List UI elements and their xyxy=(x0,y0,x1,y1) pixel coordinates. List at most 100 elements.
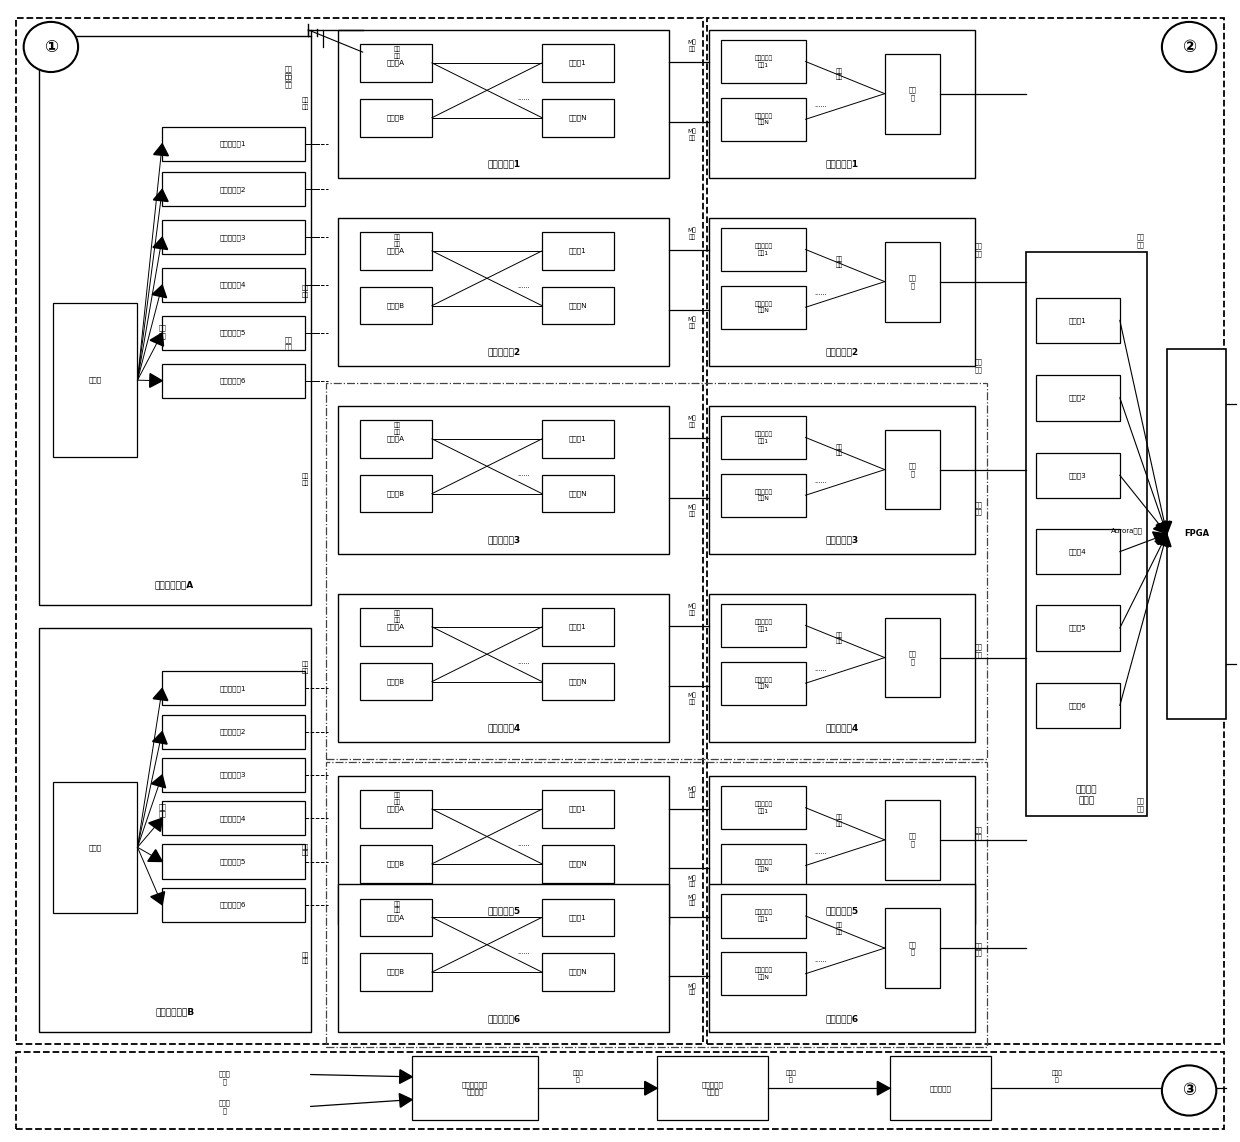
Text: ......: ...... xyxy=(517,471,529,477)
Text: 背板
连接: 背板 连接 xyxy=(394,793,401,805)
Bar xyxy=(885,908,940,988)
Bar xyxy=(885,801,940,879)
Text: 桥臂控制板5: 桥臂控制板5 xyxy=(221,858,247,864)
Text: 桥臂控制板3: 桥臂控制板3 xyxy=(221,772,247,778)
Text: 汇集
板: 汇集 板 xyxy=(909,274,916,289)
Text: M根
光纤: M根 光纤 xyxy=(687,416,696,428)
Text: 桥臂控制板6: 桥臂控制板6 xyxy=(221,901,247,908)
Text: 切换板A: 切换板A xyxy=(387,914,405,920)
Text: ......: ...... xyxy=(517,95,529,100)
Polygon shape xyxy=(153,238,167,250)
Bar xyxy=(339,594,670,742)
Text: 电缆连
接: 电缆连 接 xyxy=(573,1071,583,1083)
Text: ......: ...... xyxy=(813,290,827,297)
Text: ......: ...... xyxy=(813,478,827,484)
Polygon shape xyxy=(154,144,169,155)
Text: 现场
协议: 现场 协议 xyxy=(303,844,309,856)
Text: 光纤
连接: 光纤 连接 xyxy=(284,336,293,351)
Text: 脉冲板N: 脉冲板N xyxy=(569,968,588,975)
Text: ......: ...... xyxy=(813,666,827,673)
Text: ......: ...... xyxy=(517,283,529,289)
Polygon shape xyxy=(150,333,164,346)
Text: 功率模块模
拟板N: 功率模块模 拟板N xyxy=(754,860,773,871)
Text: Aurora协议: Aurora协议 xyxy=(1111,528,1143,534)
Bar xyxy=(709,594,975,742)
Text: M根
光纤: M根 光纤 xyxy=(687,693,696,705)
Text: 功率模块模
拟板1: 功率模块模 拟板1 xyxy=(754,802,773,814)
Polygon shape xyxy=(151,775,166,788)
Bar xyxy=(885,54,940,134)
Text: 光纤
连接: 光纤 连接 xyxy=(975,501,982,515)
Bar xyxy=(339,218,670,365)
Text: 调控主控制屏B: 调控主控制屏B xyxy=(155,1007,195,1016)
Bar xyxy=(162,802,305,835)
Bar xyxy=(542,475,614,513)
Bar xyxy=(53,304,138,457)
Text: ②: ② xyxy=(1182,38,1197,56)
Bar xyxy=(542,790,614,828)
Text: 背板
连接: 背板 连接 xyxy=(836,444,842,457)
Text: ......: ...... xyxy=(517,659,529,665)
Text: 实时仿真接
口板卡: 实时仿真接 口板卡 xyxy=(702,1081,724,1095)
Polygon shape xyxy=(151,892,165,904)
Text: 功率模块模
拟板N: 功率模块模 拟板N xyxy=(754,677,773,690)
Polygon shape xyxy=(1153,521,1167,534)
Text: 光纤
连接: 光纤 连接 xyxy=(1137,797,1145,812)
Bar xyxy=(360,45,432,82)
Text: 接口板6: 接口板6 xyxy=(1069,702,1086,709)
Text: 光纤
连接: 光纤 连接 xyxy=(1137,233,1145,248)
Text: 脉冲分配屏6: 脉冲分配屏6 xyxy=(487,1014,521,1023)
Text: 切换板A: 切换板A xyxy=(387,806,405,812)
Bar xyxy=(542,99,614,137)
Text: 切换板A: 切换板A xyxy=(387,59,405,66)
Polygon shape xyxy=(1153,532,1167,545)
Text: 接口板4: 接口板4 xyxy=(1069,548,1086,555)
Bar xyxy=(16,18,703,1044)
Bar xyxy=(412,1056,538,1120)
Bar xyxy=(885,429,940,509)
Text: 光纤连
接: 光纤连 接 xyxy=(218,1100,229,1113)
Text: 背板
连接: 背板 连接 xyxy=(394,47,401,58)
Bar xyxy=(360,420,432,458)
Text: 切换板B: 切换板B xyxy=(387,861,405,867)
Text: 功率模块模
拟板1: 功率模块模 拟板1 xyxy=(754,243,773,256)
Text: ......: ...... xyxy=(517,949,529,956)
Text: 背板
连接: 背板 连接 xyxy=(394,611,401,622)
Bar xyxy=(360,232,432,270)
Text: 桥臂控制板6: 桥臂控制板6 xyxy=(221,378,247,384)
Text: 背板
连接: 背板 连接 xyxy=(159,324,166,339)
Circle shape xyxy=(1162,1065,1216,1116)
Bar xyxy=(1035,452,1120,498)
Bar xyxy=(360,899,432,936)
Text: 背板
连接: 背板 连接 xyxy=(836,814,842,827)
Text: 桥臂控制板1: 桥臂控制板1 xyxy=(221,685,247,692)
Bar xyxy=(657,1056,769,1120)
Text: 调控主控制屏A: 调控主控制屏A xyxy=(155,580,195,589)
Text: 切换板A: 切换板A xyxy=(387,624,405,630)
Text: 光纤
连接: 光纤 连接 xyxy=(284,74,293,88)
Bar xyxy=(339,777,670,924)
Bar xyxy=(360,954,432,991)
Text: 脉冲板1: 脉冲板1 xyxy=(569,624,587,630)
Text: 脉冲接口屏6: 脉冲接口屏6 xyxy=(826,1014,858,1023)
Text: 脉冲分配屏1: 脉冲分配屏1 xyxy=(487,160,521,169)
Text: 现场
协议: 现场 协议 xyxy=(303,286,309,298)
Bar xyxy=(709,30,975,178)
Text: 切换板B: 切换板B xyxy=(387,114,405,121)
Bar xyxy=(722,474,806,517)
Bar xyxy=(709,777,975,924)
Bar xyxy=(707,18,1224,1044)
Bar xyxy=(542,954,614,991)
Text: 汇集
板: 汇集 板 xyxy=(909,651,916,665)
Text: 主控板: 主控板 xyxy=(89,844,102,851)
Text: 光纤
连接: 光纤 连接 xyxy=(975,942,982,956)
Text: 背板
连接: 背板 连接 xyxy=(394,901,401,914)
Bar xyxy=(162,268,305,303)
Bar xyxy=(360,845,432,883)
Bar xyxy=(1025,252,1147,815)
Text: 脉冲板N: 脉冲板N xyxy=(569,490,588,497)
Bar xyxy=(360,287,432,324)
Text: M根
光纤: M根 光纤 xyxy=(687,505,696,517)
Bar xyxy=(326,763,987,1047)
Bar xyxy=(360,475,432,513)
